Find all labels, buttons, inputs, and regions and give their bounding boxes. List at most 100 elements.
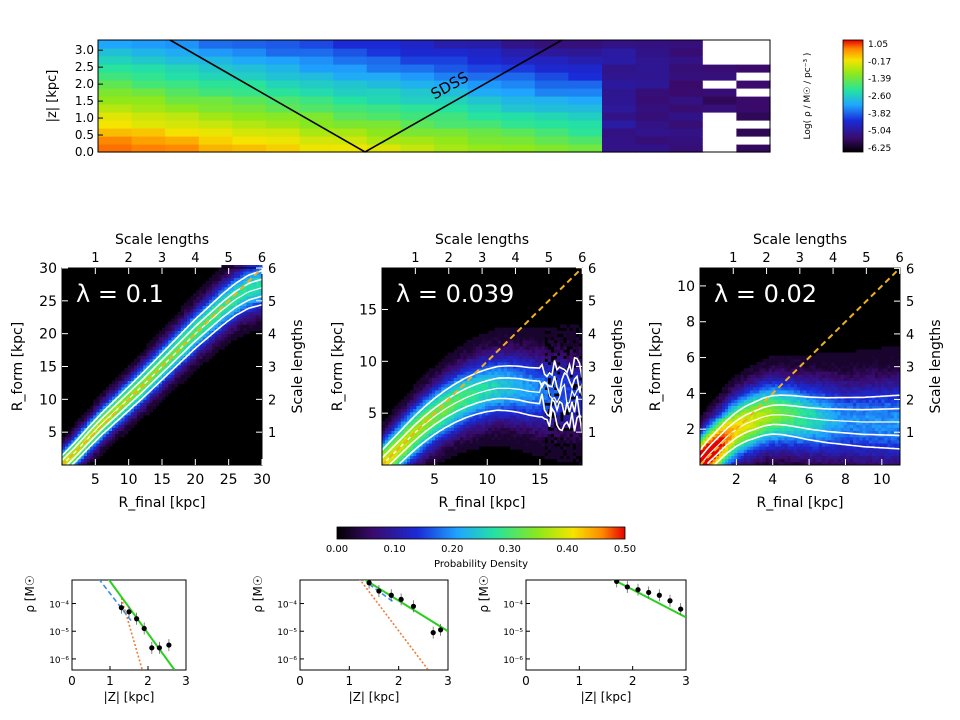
panel-density-cell: [806, 446, 810, 450]
panel-density-cell: [218, 343, 222, 347]
panel-density-cell: [778, 418, 782, 422]
panel-density-cell: [522, 352, 527, 356]
panel-density-cell: [224, 299, 228, 303]
panel-density-cell: [108, 436, 113, 441]
density-map-y-label: |z| [kpc]: [45, 70, 60, 123]
panel-density-cell: [485, 358, 489, 363]
panel-density-cell: [137, 411, 141, 416]
panel-density-cell: [102, 443, 107, 447]
panel-density-cell: [809, 443, 813, 447]
panel-density-cell: [155, 352, 160, 356]
panel-density-cell: [155, 346, 160, 350]
panel-density-cell: [547, 443, 552, 447]
panel-density-cell: [566, 452, 570, 456]
panel-density-cell: [743, 452, 748, 456]
density-cell: [736, 128, 771, 137]
panel-density-cell: [180, 340, 185, 344]
panel-density-cell: [712, 443, 716, 447]
panel-density-cell: [115, 386, 119, 391]
panel-density-cell: [425, 390, 430, 394]
panel-density-cell: [168, 361, 172, 366]
panel-density-cell: [731, 377, 735, 381]
panel-density-cell: [162, 396, 166, 400]
panel-density-cell: [765, 405, 770, 410]
panel-density-cell: [557, 358, 561, 363]
panel-density-cell: [575, 458, 580, 463]
panel-density-cell: [575, 343, 580, 347]
panel-density-cell: [187, 368, 191, 372]
panel-density-cell: [725, 436, 729, 441]
panel-density-cell: [790, 402, 795, 406]
panel-density-cell: [485, 386, 489, 391]
panel-density-cell: [118, 383, 122, 388]
panel-density-cell: [793, 402, 798, 406]
panel-density-cell: [249, 324, 253, 328]
panel-density-cell: [569, 449, 573, 453]
panel-density-cell: [453, 415, 458, 419]
panel-density-cell: [768, 461, 773, 466]
panel-density-cell: [503, 405, 508, 410]
panel-density-cell: [541, 440, 545, 444]
panel-density-cell: [118, 380, 122, 385]
panel-density-cell: [221, 318, 225, 322]
panel-density-cell: [740, 449, 745, 453]
panel-density-cell: [149, 343, 153, 347]
panel-density-cell: [488, 443, 492, 447]
panel-density-cell: [168, 368, 172, 372]
panel-density-cell: [778, 408, 782, 413]
panel-density-cell: [447, 415, 452, 419]
panel-density-cell: [516, 405, 520, 410]
panel-density-cell: [174, 377, 178, 381]
panel-density-cell: [115, 383, 119, 388]
panel-density-cell: [127, 411, 132, 416]
panel-density-cell: [205, 308, 210, 313]
panel-density-cell: [750, 433, 754, 438]
panel-density-cell: [516, 446, 520, 450]
panel-density-cell: [478, 427, 483, 431]
panel-density-cell: [575, 436, 580, 441]
panel-density-cell: [171, 333, 175, 338]
panel-density-cell: [193, 311, 197, 316]
panel-density-cell: [115, 418, 119, 422]
panel-density-cell: [516, 399, 520, 403]
panel-density-cell: [450, 390, 455, 394]
panel-density-cell: [237, 280, 241, 285]
panel-density-cell: [541, 411, 545, 416]
panel-density-cell: [407, 399, 411, 403]
density-cell: [299, 96, 334, 105]
density-cell: [669, 64, 704, 73]
panel-density-cell: [196, 340, 200, 344]
panel-density-cell: [775, 399, 779, 403]
density-map: SDSS 0.00.51.01.52.02.53.0 |z| [kpc]: [45, 39, 771, 159]
panel-density-cell: [578, 380, 583, 385]
panel-density-cell: [469, 340, 473, 344]
panel-density-cell: [703, 436, 707, 441]
panel-density-cell: [165, 361, 169, 366]
panel-density-cell: [212, 302, 216, 306]
panel-density-cell: [466, 433, 470, 438]
panel-density-cell: [756, 377, 760, 381]
panel-density-cell: [532, 440, 536, 444]
panel-density-cell: [560, 421, 564, 425]
panel-density-cell: [753, 440, 757, 444]
panel-density-cell: [525, 408, 530, 413]
panel-density-cell: [525, 449, 530, 453]
panel-density-cell: [557, 449, 561, 453]
panel-density-cell: [557, 368, 561, 372]
panel-density-cell: [765, 436, 770, 441]
panel-density-cell: [569, 399, 573, 403]
panel-density-cell: [743, 443, 748, 447]
panel-density-cell: [759, 393, 763, 397]
density-cell: [266, 128, 301, 137]
panel-density-cell: [425, 443, 430, 447]
panel-density-cell: [569, 408, 573, 413]
panel-density-cell: [812, 430, 816, 435]
panel-density-cell: [403, 458, 408, 463]
panel-density-cell: [425, 377, 430, 381]
density-cell: [501, 80, 536, 89]
panel-density-cell: [784, 418, 788, 422]
panel-density-cell: [149, 380, 153, 385]
density-cell: [333, 144, 368, 153]
panel-density-cell: [538, 440, 542, 444]
panel-density-cell: [781, 458, 785, 463]
